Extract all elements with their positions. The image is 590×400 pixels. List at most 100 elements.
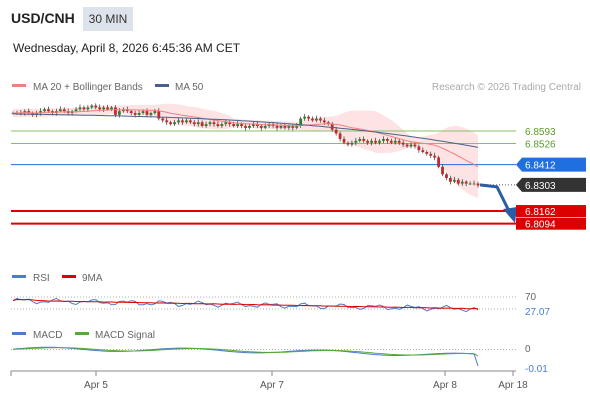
candle-body (220, 124, 224, 126)
candle-body (421, 150, 425, 152)
copyright-label: Research © 2026 Trading Central (432, 82, 581, 93)
candle-body (74, 109, 78, 112)
price-legend: MA 20 + Bollinger Bands MA 50 Research ©… (12, 82, 581, 93)
time-axis: Apr 5 Apr 7 Apr 8 Apr 18 (10, 370, 528, 391)
candle-body (437, 157, 440, 167)
support-1-tag (516, 205, 586, 218)
ma50-legend-swatch (155, 84, 169, 87)
candle-body (188, 120, 192, 123)
rsi-ma-legend-swatch (62, 275, 76, 278)
candle-body (389, 140, 393, 143)
candle-body (338, 133, 342, 139)
candle-body (208, 122, 212, 125)
candle-body (409, 144, 413, 147)
ma20-legend-label: MA 20 + Bollinger Bands (33, 82, 143, 93)
candle-body (47, 109, 50, 112)
candle-body (303, 116, 307, 119)
bollinger-bands (13, 103, 478, 199)
ma20-line (13, 109, 479, 168)
candle-body (318, 118, 322, 121)
candle-body (401, 142, 405, 145)
pivot-label: 6.8412 (525, 161, 556, 172)
candle-body (196, 122, 200, 125)
ma20-legend-swatch (12, 84, 26, 87)
current-tag (516, 177, 586, 192)
candle-body (342, 139, 346, 143)
candle-body (279, 126, 283, 128)
candle-body (291, 126, 295, 128)
forecast-arrow (479, 183, 517, 224)
support-2-tag (516, 217, 586, 230)
candle-body (133, 113, 137, 115)
candle-body (445, 174, 448, 178)
rsi-ma-legend-label: 9MA (82, 273, 103, 284)
candle-body (43, 109, 46, 112)
candle-body (425, 152, 429, 154)
resistance-2-label: 6.8593 (525, 127, 556, 138)
candle-body (90, 105, 94, 108)
rsi-ma-line (12, 298, 479, 310)
pivot-tag (516, 157, 586, 172)
candle-body (110, 107, 113, 110)
candle-body (137, 113, 141, 115)
candle-body (441, 166, 444, 175)
rsi-panel (11, 296, 516, 313)
candle-body (255, 124, 259, 126)
candle-body (413, 144, 417, 147)
candle-body (232, 124, 236, 126)
candle-body (263, 126, 267, 128)
candle-body (275, 126, 279, 128)
macd-line (12, 346, 479, 366)
candle-body (212, 122, 216, 125)
candle-body (354, 140, 358, 143)
macd-signal-line (12, 347, 479, 357)
bollinger-band-area (13, 103, 478, 199)
macd-legend-label: MACD (33, 330, 62, 341)
candle-body (204, 124, 208, 126)
timeframe-button[interactable]: 30 MIN (83, 7, 133, 31)
candle-body (39, 111, 42, 113)
candle-body (307, 116, 310, 119)
candle-body (145, 111, 149, 115)
candle-body (165, 120, 169, 123)
candle-body (224, 122, 228, 125)
candle-body (468, 183, 472, 185)
time-tick-label: Apr 7 (260, 380, 284, 391)
candle-body (192, 122, 196, 125)
candle-body (449, 178, 452, 182)
candle-body (397, 140, 401, 143)
candle-body (311, 118, 314, 121)
candle-body (141, 111, 145, 113)
candle-body (58, 109, 62, 112)
candle-body (216, 124, 220, 126)
candle-body (295, 126, 299, 128)
chart-datetime: Wednesday, April 8, 2026 6:45:36 AM CET (13, 41, 241, 55)
candle-body (287, 126, 291, 128)
candle-body (460, 181, 464, 184)
candle-body (393, 140, 397, 143)
candle-body (173, 122, 176, 125)
time-tick-label: Apr 5 (84, 380, 108, 391)
candle-body (385, 139, 389, 141)
candle-body (334, 129, 338, 134)
candle-body (228, 122, 232, 125)
time-tick-label: Apr 8 (433, 380, 457, 391)
candle-body (382, 139, 385, 141)
candle-body (417, 146, 421, 151)
rsi-legend: RSI 9MA (12, 273, 103, 284)
candle-body (358, 139, 362, 141)
support-1-label: 6.8162 (525, 207, 556, 218)
candle-body (102, 107, 106, 110)
candle-body (78, 107, 82, 110)
current-label: 6.8303 (525, 181, 556, 192)
candle-body (117, 111, 121, 115)
candle-body (157, 111, 161, 119)
candle-body (244, 126, 247, 128)
candle-body (374, 140, 377, 143)
candle-body (299, 118, 303, 126)
macd-last-value: -0.01 (525, 364, 548, 375)
candle-body (94, 105, 98, 108)
macd-signal-legend-label: MACD Signal (95, 330, 155, 341)
moving-averages (12, 109, 479, 168)
